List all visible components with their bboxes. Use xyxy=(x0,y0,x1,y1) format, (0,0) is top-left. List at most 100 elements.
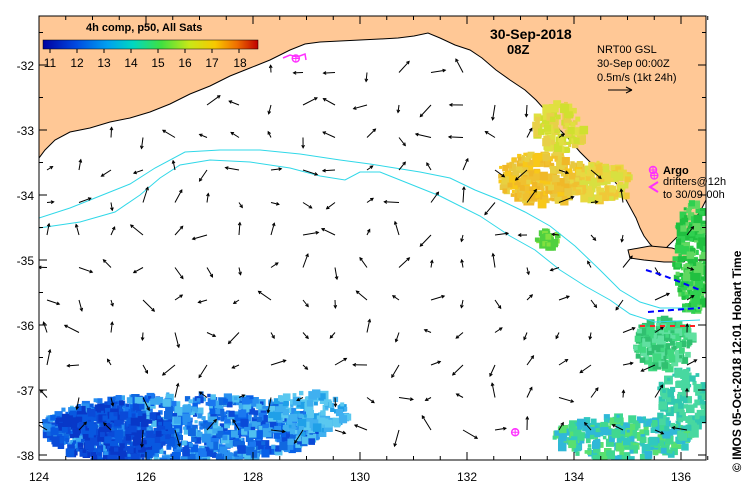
sst-pixel xyxy=(682,384,690,393)
sst-pixel xyxy=(77,442,84,449)
current-vector xyxy=(333,397,338,408)
current-vector xyxy=(46,165,54,171)
current-vector xyxy=(206,332,217,337)
sst-pixel xyxy=(125,453,131,458)
sst-pixel xyxy=(595,171,599,176)
sst-pixel xyxy=(146,411,151,416)
sst-pixel xyxy=(640,442,645,447)
sst-pixel xyxy=(253,414,258,419)
sst-pixel xyxy=(586,169,594,177)
sst-pixel xyxy=(130,417,139,426)
current-vector xyxy=(654,384,664,398)
sst-pixel xyxy=(686,208,692,214)
current-vector xyxy=(685,387,689,398)
sst-pixel xyxy=(148,419,153,424)
current-vector xyxy=(232,419,240,431)
current-vector xyxy=(46,299,61,306)
sst-pixel xyxy=(583,417,591,424)
sst-pixel xyxy=(664,328,668,333)
current-vector xyxy=(267,130,272,138)
sst-pixel xyxy=(251,399,259,407)
sst-pixel xyxy=(699,388,705,394)
sst-pixel xyxy=(85,437,90,443)
sst-pixel xyxy=(504,184,509,189)
sst-pixel xyxy=(537,199,547,209)
current-vector xyxy=(590,200,599,204)
current-vector xyxy=(414,132,432,138)
sst-pixel xyxy=(621,455,627,460)
sst-pixel xyxy=(586,189,594,197)
sst-pixel xyxy=(163,421,171,430)
sst-pixel xyxy=(519,185,525,191)
sst-pixel xyxy=(577,433,585,441)
current-vector xyxy=(551,232,560,237)
sst-pixel xyxy=(609,417,618,426)
current-vector xyxy=(227,332,240,345)
sst-pixel xyxy=(652,449,659,456)
sst-pixel xyxy=(674,328,683,336)
sst-pixel xyxy=(244,455,251,460)
sst-pixel xyxy=(596,160,600,164)
lon-tick-label: 132 xyxy=(456,470,478,484)
current-vector xyxy=(266,397,272,414)
sst-pixel xyxy=(594,425,598,430)
sst-pixel xyxy=(138,411,142,415)
sst-pixel xyxy=(186,425,191,430)
sst-pixel xyxy=(249,430,257,438)
sst-pixel xyxy=(676,422,681,427)
sst-pixel xyxy=(201,397,207,402)
sst-pixel xyxy=(666,317,673,324)
sst-pixel xyxy=(684,215,688,219)
current-vector xyxy=(132,169,144,175)
sst-pixel xyxy=(242,394,247,399)
argo-float[interactable] xyxy=(291,54,301,63)
sst-pixel xyxy=(189,410,195,416)
sst-pixel xyxy=(237,427,245,434)
sst-pixel xyxy=(611,455,620,460)
current-vector xyxy=(398,397,414,401)
current-vector xyxy=(142,299,156,312)
reference-arrow xyxy=(608,86,633,94)
sst-pixel xyxy=(549,197,553,201)
sst-pixel xyxy=(84,440,94,450)
sst-pixel xyxy=(680,246,690,255)
current-vector xyxy=(237,221,242,236)
sst-pixel xyxy=(297,440,302,445)
sst-pixel xyxy=(707,268,715,276)
sst-pixel xyxy=(274,425,282,433)
sst-pixel xyxy=(207,398,216,407)
sst-pixel xyxy=(330,407,335,412)
sst-pixel xyxy=(657,386,662,391)
sst-pixel xyxy=(261,449,270,458)
sst-pixel xyxy=(689,375,696,382)
sst-pixel xyxy=(290,404,294,408)
sst-pixel xyxy=(97,448,102,453)
current-vector xyxy=(394,332,400,343)
current-vector xyxy=(198,364,208,379)
sst-pixel xyxy=(675,262,681,268)
sst-pixel xyxy=(182,413,191,422)
sst-pixel xyxy=(261,445,266,450)
sst-pixel xyxy=(655,425,663,434)
current-vector xyxy=(321,168,336,173)
sst-pixel xyxy=(312,413,319,420)
sst-pixel xyxy=(63,418,72,427)
sst-pixel xyxy=(699,211,705,217)
current-vector xyxy=(294,429,304,444)
sst-pixel xyxy=(707,255,714,262)
sst-pixel xyxy=(268,446,277,455)
sst-pixel xyxy=(268,427,273,432)
sst-pixel xyxy=(335,409,344,417)
sst-pixel xyxy=(165,434,170,440)
sst-pixel xyxy=(679,240,685,246)
sst-pixel xyxy=(658,319,667,328)
sst-pixel xyxy=(678,347,685,354)
sst-pixel xyxy=(536,186,540,190)
sst-pixel xyxy=(279,441,288,451)
current-vector xyxy=(391,295,400,301)
argo-float[interactable] xyxy=(510,428,520,437)
sst-pixel xyxy=(284,413,289,419)
sst-pixel xyxy=(269,405,276,413)
sst-pixel xyxy=(215,409,221,414)
